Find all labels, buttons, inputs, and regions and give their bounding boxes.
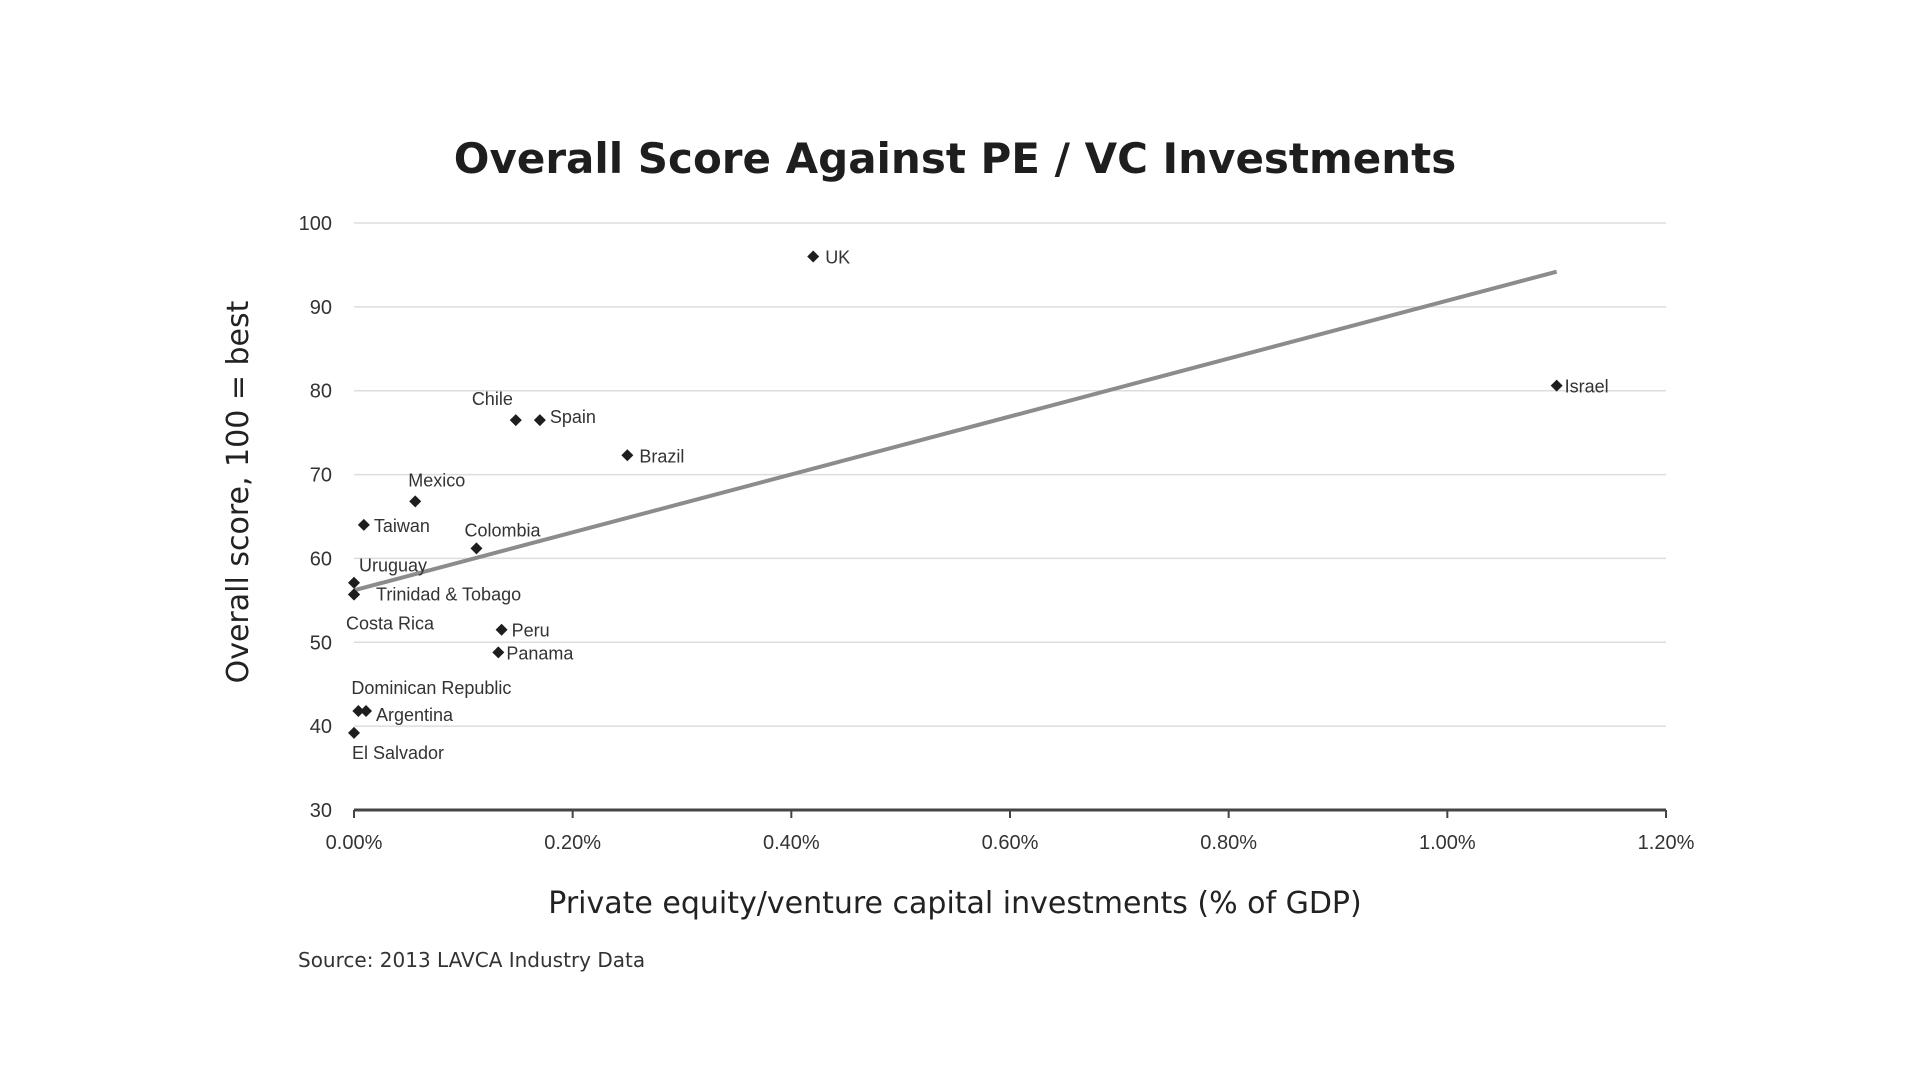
point-label-costa-rica: Costa Rica [346,613,435,633]
x-tick-label: 0.40% [763,832,820,854]
point-label-israel: Israel [1565,377,1609,397]
point-brazil [621,449,634,462]
x-tick-label: 1.00% [1419,832,1476,854]
point-label-brazil: Brazil [639,446,684,466]
point-label-mexico: Mexico [408,470,465,490]
point-uruguay [348,576,360,589]
trendline [353,269,1558,593]
point-colombia [470,542,483,555]
point-label-argentina: Argentina [376,705,454,725]
source-note: Source: 2013 LAVCA Industry Data [298,948,645,972]
y-tick-label: 50 [310,632,332,654]
chart-title: Overall Score Against PE / VC Investment… [454,134,1456,183]
y-tick-label: 90 [310,297,332,319]
point-label-chile: Chile [472,389,513,409]
point-label-dominican-republic: Dominican Republic [351,678,511,698]
y-tick-label: 100 [299,213,332,235]
trendline-layer [353,269,1558,593]
point-uk [807,250,820,263]
x-tick-label: 0.00% [326,832,383,854]
x-tick-label: 0.20% [544,832,601,854]
point-costa-rica [348,588,360,601]
point-taiwan [357,518,370,531]
point-label-el-salvador: El Salvador [352,743,444,763]
y-tick-label: 80 [310,381,332,403]
y-tick-label: 60 [310,548,332,570]
x-tick-label: 0.80% [1200,832,1257,854]
grid-layer [354,222,1666,727]
point-peru [495,623,508,636]
point-label-panama: Panama [506,643,574,663]
y-tick-label: 40 [310,716,332,738]
y-axis-title: Overall score, 100 = best [221,300,256,683]
y-tick-label: 30 [310,800,332,822]
point-label-peru: Peru [512,621,550,641]
point-chile [509,414,522,427]
x-axis-title: Private equity/venture capital investmen… [548,886,1361,921]
point-spain [533,414,546,427]
point-israel [1550,379,1563,392]
point-label-taiwan: Taiwan [374,516,430,536]
y-tick-label: 70 [310,465,332,487]
point-label-uk: UK [825,248,850,268]
point-label-colombia: Colombia [464,520,541,540]
point-label-trinidad-tobago: Trinidad & Tobago [376,584,521,604]
points-layer: UK Israel Chile Spain Brazil Mexico Taiwan Colo… [346,248,1609,763]
point-dominican-republic [352,705,365,718]
point-label-uruguay: Uruguay [359,556,427,576]
x-tick-label: 1.20% [1638,832,1695,854]
x-tick-label: 0.60% [982,832,1039,854]
point-el-salvador [348,726,360,739]
point-label-spain: Spain [550,407,596,427]
point-argentina [360,705,373,718]
point-mexico [409,495,422,508]
axis-layer: 30 40 50 60 70 80 90 100 0.00% 0.20% 0.40% 0.60% 0.8… [299,213,1695,854]
point-panama [492,646,505,659]
